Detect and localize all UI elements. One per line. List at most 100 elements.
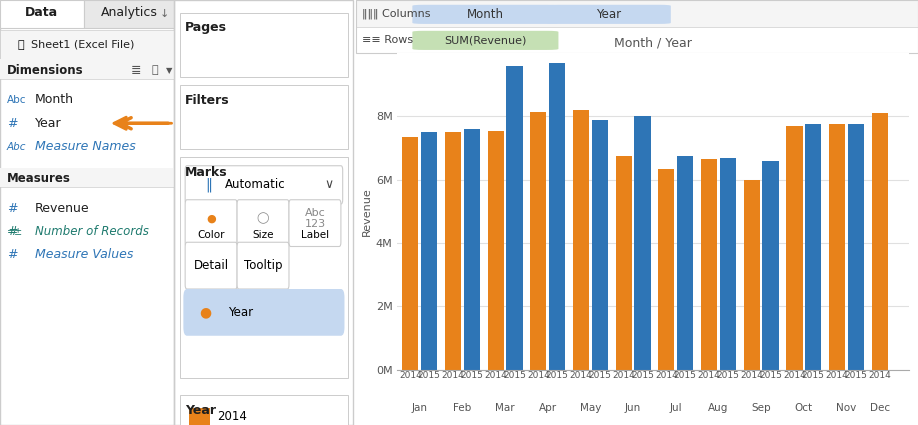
Text: Jul: Jul bbox=[669, 403, 682, 413]
Bar bbox=[549, 62, 565, 370]
Text: ●: ● bbox=[207, 213, 216, 224]
Bar bbox=[848, 125, 864, 370]
Text: #: # bbox=[7, 225, 17, 238]
Bar bbox=[507, 66, 522, 370]
Text: Feb: Feb bbox=[453, 403, 472, 413]
Text: ≣: ≣ bbox=[131, 64, 141, 76]
Text: #: # bbox=[7, 202, 17, 215]
Text: Label: Label bbox=[301, 230, 329, 240]
Text: Sep: Sep bbox=[751, 403, 771, 413]
Text: ≡≡ Rows: ≡≡ Rows bbox=[362, 35, 413, 45]
Text: =±: =± bbox=[7, 227, 23, 237]
Bar bbox=[487, 131, 504, 370]
Bar bbox=[356, 0, 918, 27]
Text: Marks: Marks bbox=[185, 166, 228, 179]
Text: Apr: Apr bbox=[539, 403, 557, 413]
Text: Automatic: Automatic bbox=[225, 178, 285, 191]
Text: SUM(Revenue): SUM(Revenue) bbox=[444, 35, 527, 45]
Bar bbox=[744, 180, 760, 370]
Text: Size: Size bbox=[252, 230, 274, 240]
FancyBboxPatch shape bbox=[289, 200, 341, 246]
Text: Tooltip: Tooltip bbox=[244, 259, 282, 272]
Text: Dimensions: Dimensions bbox=[7, 64, 84, 76]
Text: ◯: ◯ bbox=[257, 213, 269, 224]
Text: Analytics: Analytics bbox=[101, 6, 158, 19]
Bar bbox=[573, 110, 589, 370]
Bar bbox=[763, 161, 778, 370]
Text: ∨: ∨ bbox=[325, 178, 334, 191]
Text: Abc: Abc bbox=[7, 142, 27, 152]
FancyBboxPatch shape bbox=[237, 242, 289, 289]
Bar bbox=[180, 157, 348, 378]
Text: Measure Values: Measure Values bbox=[35, 249, 133, 261]
Text: Oct: Oct bbox=[795, 403, 812, 413]
Text: May: May bbox=[580, 403, 601, 413]
Bar bbox=[677, 156, 693, 370]
Text: ‖: ‖ bbox=[205, 178, 212, 192]
Bar bbox=[701, 159, 717, 370]
Text: Abc
123: Abc 123 bbox=[305, 208, 326, 230]
Text: Abc: Abc bbox=[7, 95, 27, 105]
FancyBboxPatch shape bbox=[412, 5, 558, 24]
Bar bbox=[829, 125, 845, 370]
Text: Filters: Filters bbox=[185, 94, 230, 107]
Bar bbox=[531, 112, 546, 370]
Bar bbox=[402, 137, 419, 370]
Bar bbox=[464, 129, 480, 370]
Bar bbox=[189, 408, 210, 425]
Bar bbox=[445, 132, 461, 370]
Bar bbox=[180, 395, 348, 425]
Text: #: # bbox=[7, 249, 17, 261]
Bar bbox=[421, 132, 437, 370]
Text: Sheet1 (Excel File): Sheet1 (Excel File) bbox=[31, 40, 135, 50]
Bar bbox=[658, 169, 675, 370]
FancyBboxPatch shape bbox=[84, 0, 174, 28]
Text: Data: Data bbox=[26, 6, 59, 19]
Bar bbox=[634, 116, 651, 370]
Title: Month / Year: Month / Year bbox=[614, 36, 692, 49]
Bar bbox=[805, 125, 822, 370]
Text: Jan: Jan bbox=[411, 403, 428, 413]
Text: 🔍: 🔍 bbox=[151, 65, 159, 75]
FancyBboxPatch shape bbox=[184, 289, 344, 336]
Text: Pages: Pages bbox=[185, 21, 227, 34]
Bar bbox=[720, 158, 736, 370]
Bar bbox=[0, 168, 174, 187]
FancyBboxPatch shape bbox=[185, 200, 237, 246]
FancyBboxPatch shape bbox=[547, 5, 671, 24]
Text: Year: Year bbox=[35, 117, 62, 130]
Text: ↓: ↓ bbox=[160, 9, 169, 19]
Bar bbox=[356, 27, 918, 53]
Bar bbox=[180, 85, 348, 149]
Text: Revenue: Revenue bbox=[35, 202, 90, 215]
Bar bbox=[0, 60, 174, 79]
Bar bbox=[616, 156, 632, 370]
Bar bbox=[0, 30, 174, 60]
Text: ‖‖‖ Columns: ‖‖‖ Columns bbox=[362, 8, 431, 19]
Text: Mar: Mar bbox=[495, 403, 515, 413]
Bar bbox=[787, 126, 802, 370]
Y-axis label: Revenue: Revenue bbox=[362, 187, 372, 236]
Text: Aug: Aug bbox=[709, 403, 729, 413]
Bar bbox=[592, 119, 608, 370]
Text: Color: Color bbox=[197, 230, 225, 240]
FancyBboxPatch shape bbox=[185, 166, 342, 204]
FancyBboxPatch shape bbox=[412, 31, 558, 50]
Bar bbox=[180, 13, 348, 76]
Text: ▼: ▼ bbox=[166, 65, 173, 75]
Text: Detail: Detail bbox=[194, 259, 229, 272]
Text: ●: ● bbox=[199, 306, 211, 319]
FancyBboxPatch shape bbox=[185, 242, 237, 289]
Text: Dec: Dec bbox=[869, 403, 890, 413]
FancyBboxPatch shape bbox=[237, 200, 289, 246]
Bar bbox=[872, 113, 888, 370]
FancyBboxPatch shape bbox=[0, 0, 84, 28]
Text: Month: Month bbox=[35, 94, 73, 106]
Text: 📄: 📄 bbox=[17, 40, 24, 50]
Text: Jun: Jun bbox=[625, 403, 641, 413]
Text: Measures: Measures bbox=[7, 172, 71, 185]
Text: Measure Names: Measure Names bbox=[35, 140, 136, 153]
Text: #: # bbox=[7, 117, 17, 130]
Text: Year: Year bbox=[597, 8, 621, 21]
Text: Month: Month bbox=[467, 8, 504, 21]
